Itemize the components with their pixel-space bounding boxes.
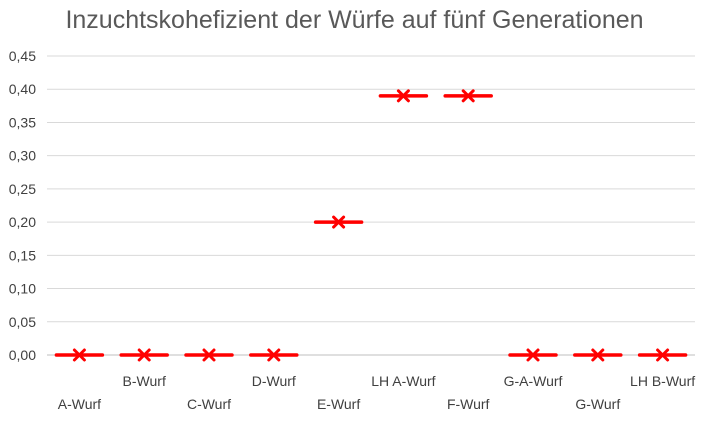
data-point-x-stroke [526,348,540,362]
data-point [119,348,169,362]
x-tick-label: A-Wurf [58,396,101,412]
y-tick-label: 0,30 [9,148,36,164]
x-tick-label: F-Wurf [447,396,490,412]
chart-title: Inzuchtskohefizient der Würfe auf fünf G… [65,6,644,34]
data-point-x-stroke [656,348,670,362]
y-tick-label: 0,35 [9,114,36,130]
x-tick-label: G-Wurf [575,396,620,412]
data-point-x-stroke [461,89,475,103]
y-tick-label: 0,00 [9,347,36,363]
x-tick-label: LH A-Wurf [371,373,435,389]
data-point-x-stroke [396,89,410,103]
data-point-x-stroke [267,348,281,362]
data-point-x-stroke [332,215,346,229]
data-point-x-stroke [72,348,86,362]
data-point [573,348,623,362]
data-point-x-stroke [202,348,216,362]
data-point [443,89,493,103]
data-point [313,215,364,229]
x-tick-label: LH B-Wurf [630,373,695,389]
data-point [637,348,688,362]
x-tick-label: C-Wurf [187,396,231,412]
data-point [508,348,558,362]
data-point-x-stroke [591,348,605,362]
y-tick-label: 0,05 [9,314,36,330]
y-tick-label: 0,25 [9,181,36,197]
data-point [378,89,429,103]
y-tick-label: 0,10 [9,281,36,297]
y-tick-label: 0,40 [9,81,36,97]
y-tick-label: 0,45 [9,48,36,64]
data-point [249,348,299,362]
y-tick-label: 0,15 [9,247,36,263]
x-tick-label: G-A-Wurf [504,373,563,389]
x-tick-label: E-Wurf [317,396,360,412]
x-tick-label: B-Wurf [123,373,166,389]
data-point-x-stroke [137,348,151,362]
x-tick-label: D-Wurf [252,373,296,389]
data-point [184,348,234,362]
data-point [54,348,105,362]
y-tick-label: 0,20 [9,214,36,230]
